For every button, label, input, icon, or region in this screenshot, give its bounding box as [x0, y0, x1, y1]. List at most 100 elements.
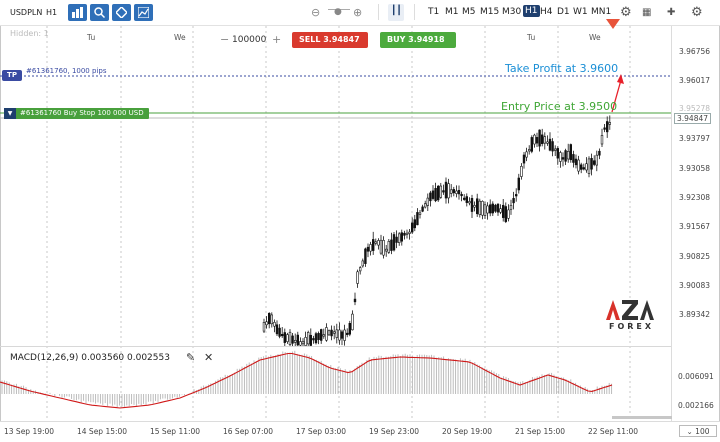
candle-body	[335, 329, 338, 338]
candle-body	[429, 192, 432, 202]
tab-mn1[interactable]: MN1	[591, 7, 612, 17]
target-arrow-head	[617, 74, 624, 84]
toolbar: USDPLN H1 ⊖ ● ⊕ ┃┃ T1 M1 M5 M15 M30 H1 H…	[0, 0, 720, 26]
day-label: We	[174, 33, 186, 42]
candle-body	[556, 148, 560, 159]
candle-body	[322, 334, 325, 337]
zoom-slider-thumb[interactable]: ●	[334, 7, 342, 17]
candle-body	[332, 331, 336, 334]
zoom-slider-track[interactable]	[328, 9, 350, 10]
candle-body	[410, 222, 414, 233]
day-label: We	[589, 33, 601, 42]
candle-body	[507, 209, 510, 219]
buy-button[interactable]: BUY 3.94918	[380, 32, 456, 48]
candle-body	[345, 332, 349, 335]
search-icon	[94, 7, 105, 18]
entry-price-annotation: Entry Price at 3.9500	[501, 100, 618, 113]
candles	[262, 115, 612, 346]
chart-type-button[interactable]	[68, 4, 87, 21]
candle-body	[533, 134, 536, 145]
order-collapse-icon[interactable]: ▼	[4, 108, 16, 119]
crosshair-icon[interactable]: ✚	[667, 7, 676, 18]
candle-body	[262, 321, 266, 332]
candle-body	[299, 341, 302, 346]
search-button[interactable]	[90, 4, 109, 21]
candle-body	[327, 330, 331, 336]
candle-body	[286, 334, 289, 342]
horizontal-scrollbar[interactable]	[612, 416, 672, 419]
candle-body	[605, 121, 609, 133]
candle-body	[426, 197, 429, 206]
indicators-button[interactable]	[134, 4, 153, 21]
time-axis[interactable]	[0, 421, 720, 442]
candle-body	[478, 200, 481, 215]
take-profit-annotation: Take Profit at 3.9600	[505, 62, 619, 75]
hidden-indicator-label[interactable]: Hidden: 1	[10, 29, 49, 38]
candle-body	[540, 134, 544, 144]
candle-body	[421, 206, 424, 212]
tab-t1[interactable]: T1	[428, 7, 440, 17]
zoom-out-icon[interactable]: ⊖	[311, 6, 321, 19]
price-label: 3.93797	[679, 134, 711, 143]
tab-m1[interactable]: M1	[445, 7, 459, 17]
tab-w1[interactable]: W1	[573, 7, 588, 17]
tab-m5[interactable]: M5	[462, 7, 476, 17]
volume-increase-button[interactable]: +	[272, 33, 282, 46]
sell-button[interactable]: SELL 3.94847	[292, 32, 368, 48]
candle-body	[397, 233, 401, 243]
candle-body	[585, 163, 588, 171]
candle-body	[387, 241, 390, 253]
candle-body	[587, 158, 591, 174]
price-label: 3.90825	[679, 252, 711, 261]
zoom-select[interactable]: ⌄ 100	[679, 425, 717, 437]
candle-body	[582, 167, 586, 170]
day-label: Tu	[87, 33, 96, 42]
candle-body	[418, 212, 422, 215]
candle-body	[296, 334, 299, 346]
drawing-tools-button[interactable]	[112, 4, 131, 21]
candle-body	[512, 198, 515, 204]
candle-body	[304, 337, 307, 346]
pencil-icon[interactable]: ✎	[186, 351, 196, 364]
candle-body	[395, 236, 398, 243]
macd-separator[interactable]	[0, 346, 671, 347]
candle-body	[522, 154, 526, 164]
price-axis[interactable]	[671, 26, 720, 421]
price-chart[interactable]	[0, 26, 720, 421]
chart-style-button[interactable]	[388, 4, 404, 21]
zoom-in-icon[interactable]: ⊕	[353, 6, 363, 19]
tab-h4[interactable]: H4	[540, 7, 553, 17]
pending-order-label[interactable]: #61361760 Buy Stop 100 000 USD	[4, 108, 149, 119]
candle-body	[460, 193, 463, 197]
volume-input[interactable]: 100000	[232, 35, 267, 45]
time-label: 22 Sep 11:00	[588, 427, 639, 436]
price-label: 3.96017	[679, 76, 711, 85]
macd-scale-label: 0.006091	[678, 372, 714, 381]
zoom-value: 100	[695, 427, 710, 436]
calendar-icon[interactable]: ▦	[642, 7, 652, 18]
tab-d1[interactable]: D1	[557, 7, 570, 17]
candle-body	[293, 339, 297, 343]
price-label: 3.96756	[679, 47, 711, 56]
candle-body	[379, 239, 383, 254]
candle-body	[595, 154, 599, 166]
volume-decrease-button[interactable]: −	[220, 33, 230, 46]
candle-body	[366, 246, 370, 252]
tab-h1[interactable]: H1	[523, 5, 540, 17]
gear-icon[interactable]: ⚙	[691, 5, 703, 20]
close-icon[interactable]: ✕	[204, 351, 214, 364]
price-label: 3.89342	[679, 310, 711, 319]
candle-body	[572, 154, 575, 163]
candle-body	[343, 329, 346, 341]
candle-body	[361, 260, 364, 267]
candle-body	[535, 137, 539, 144]
settings-icon[interactable]: ⚙	[620, 5, 632, 20]
symbol-label[interactable]: USDPLN	[10, 8, 43, 17]
tab-m15[interactable]: M15	[480, 7, 500, 17]
candle-body	[579, 164, 583, 170]
current-price-label: 3.94847	[674, 113, 712, 124]
tab-m30[interactable]: M30	[502, 7, 522, 17]
candle-body	[348, 323, 351, 335]
candle-body	[592, 160, 596, 165]
tp-badge[interactable]: TP	[2, 70, 22, 81]
